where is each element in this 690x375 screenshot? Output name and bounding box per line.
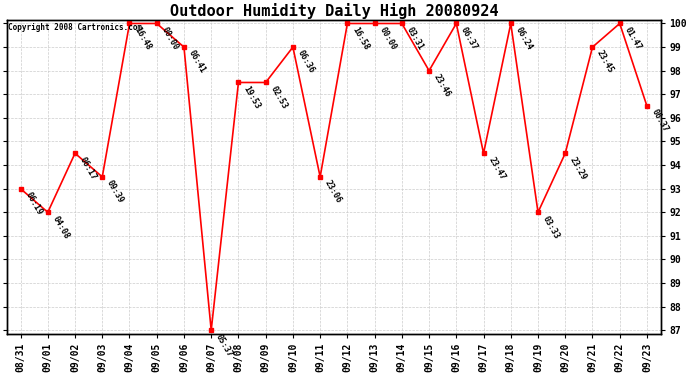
Text: 19:53: 19:53: [241, 84, 262, 111]
Text: 06:17: 06:17: [78, 155, 98, 182]
Text: 02:53: 02:53: [268, 84, 288, 111]
Text: 23:06: 23:06: [323, 179, 343, 205]
Text: 16:48: 16:48: [132, 26, 152, 51]
Text: 00:00: 00:00: [377, 26, 397, 51]
Text: 06:41: 06:41: [187, 49, 207, 75]
Text: 03:31: 03:31: [404, 26, 425, 51]
Text: 00:00: 00:00: [159, 26, 180, 51]
Title: Outdoor Humidity Daily High 20080924: Outdoor Humidity Daily High 20080924: [170, 3, 498, 19]
Text: 06:37: 06:37: [650, 108, 670, 134]
Text: 06:37: 06:37: [459, 26, 480, 51]
Text: 09:39: 09:39: [105, 179, 126, 205]
Text: 23:29: 23:29: [568, 155, 589, 182]
Text: 16:58: 16:58: [350, 26, 371, 51]
Text: 03:33: 03:33: [541, 214, 561, 240]
Text: 06:19: 06:19: [23, 190, 43, 217]
Text: 06:24: 06:24: [513, 26, 534, 51]
Text: 05:37: 05:37: [214, 332, 234, 358]
Text: 01:47: 01:47: [622, 26, 643, 51]
Text: 04:08: 04:08: [50, 214, 71, 240]
Text: 23:46: 23:46: [432, 73, 452, 99]
Text: Copyright 2008 Cartronics.com: Copyright 2008 Cartronics.com: [8, 23, 142, 32]
Text: 23:45: 23:45: [595, 49, 615, 75]
Text: 06:36: 06:36: [295, 49, 316, 75]
Text: 23:47: 23:47: [486, 155, 506, 182]
